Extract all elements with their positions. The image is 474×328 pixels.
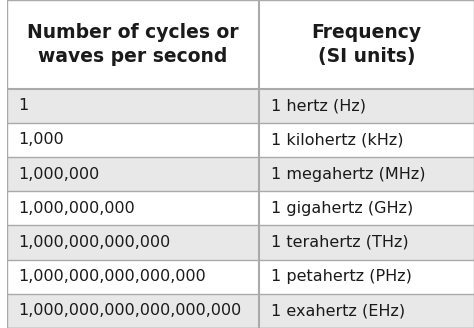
Text: Frequency
(SI units): Frequency (SI units) [311,23,421,66]
Text: 1 gigahertz (GHz): 1 gigahertz (GHz) [271,201,413,216]
Text: 1,000: 1,000 [18,133,64,147]
Text: 1 terahertz (THz): 1 terahertz (THz) [271,235,408,250]
Text: 1: 1 [18,98,28,113]
Bar [7,0,474,89]
Text: 1 petahertz (PHz): 1 petahertz (PHz) [271,269,411,284]
Text: 1 hertz (Hz): 1 hertz (Hz) [271,98,366,113]
Text: Number of cycles or
waves per second: Number of cycles or waves per second [27,23,238,66]
Bar [7,191,474,225]
Text: 1,000,000,000: 1,000,000,000 [18,201,135,216]
Bar [7,225,474,259]
Bar [7,157,474,191]
Bar [7,89,474,123]
Text: 1,000,000,000,000: 1,000,000,000,000 [18,235,171,250]
Text: 1,000,000,000,000,000: 1,000,000,000,000,000 [18,269,206,284]
Bar [7,259,474,294]
Bar [7,294,474,328]
Text: 1,000,000: 1,000,000 [18,167,100,182]
Text: 1 kilohertz (kHz): 1 kilohertz (kHz) [271,133,403,147]
Text: 1 exahertz (EHz): 1 exahertz (EHz) [271,303,405,318]
Text: 1 megahertz (MHz): 1 megahertz (MHz) [271,167,425,182]
Bar [7,123,474,157]
Text: 1,000,000,000,000,000,000: 1,000,000,000,000,000,000 [18,303,242,318]
